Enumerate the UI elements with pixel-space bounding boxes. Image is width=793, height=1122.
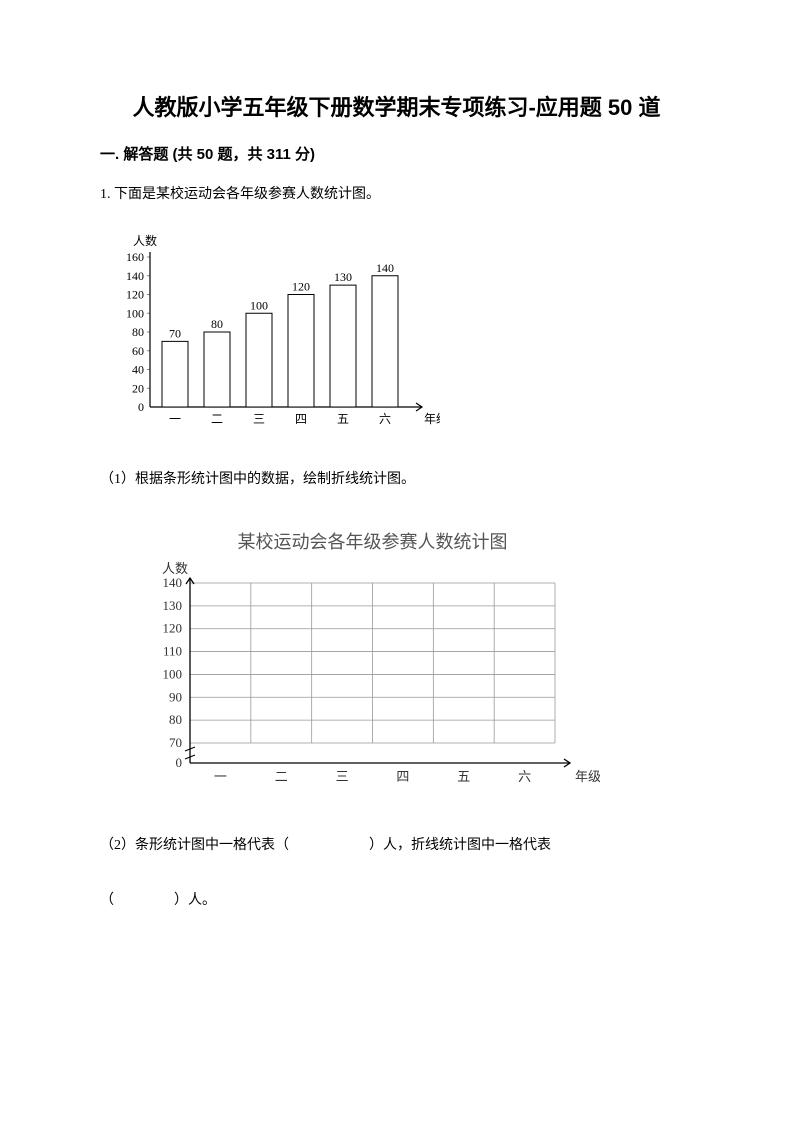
line-chart-grid: 某校运动会各年级参赛人数统计图人数 0 70 80 90 100 110 120 130 140 一… xyxy=(120,523,600,803)
svg-text:三: 三 xyxy=(253,412,265,426)
svg-text:80: 80 xyxy=(169,712,182,727)
svg-text:140: 140 xyxy=(126,269,144,283)
svg-text:100: 100 xyxy=(163,666,183,681)
sub-q2-mid: ）人，折线统计图中一格代表 xyxy=(369,838,551,853)
svg-text:80: 80 xyxy=(132,325,144,339)
section-header: 一. 解答题 (共 50 题，共 311 分) xyxy=(100,143,693,164)
svg-text:140: 140 xyxy=(376,261,394,275)
svg-text:120: 120 xyxy=(292,280,310,294)
svg-text:0: 0 xyxy=(138,400,144,414)
bar-chart: 人数 0 20 40 60 80 100 120 140 160 70 一 80 二 100 三 120 四 130… xyxy=(100,227,440,437)
svg-text:四: 四 xyxy=(396,769,409,784)
sub-question-1: （1）根据条形统计图中的数据，绘制折线统计图。 xyxy=(100,467,693,492)
svg-text:20: 20 xyxy=(132,382,144,396)
sub-q3-prefix: （ xyxy=(100,893,114,908)
svg-text:年级: 年级 xyxy=(424,412,440,426)
sub-question-2: （2）条形统计图中一格代表（ ）人，折线统计图中一格代表 xyxy=(100,833,693,858)
svg-text:120: 120 xyxy=(126,288,144,302)
svg-text:某校运动会各年级参赛人数统计图: 某校运动会各年级参赛人数统计图 xyxy=(238,532,508,552)
svg-text:100: 100 xyxy=(250,299,268,313)
svg-text:六: 六 xyxy=(379,412,391,426)
svg-text:六: 六 xyxy=(518,769,531,784)
line-chart-container: 某校运动会各年级参赛人数统计图人数 0 70 80 90 100 110 120 130 140 一… xyxy=(120,523,693,803)
svg-text:70: 70 xyxy=(169,735,182,750)
svg-text:年级: 年级 xyxy=(575,769,600,784)
svg-text:三: 三 xyxy=(336,769,349,784)
sub-question-3: （ ）人。 xyxy=(100,888,693,913)
bar-chart-container: 人数 0 20 40 60 80 100 120 140 160 70 一 80 二 100 三 120 四 130… xyxy=(100,227,693,437)
svg-text:70: 70 xyxy=(169,327,181,341)
svg-text:130: 130 xyxy=(163,597,183,612)
sub-q3-suffix: ）人。 xyxy=(174,893,216,908)
svg-text:一: 一 xyxy=(169,412,181,426)
svg-text:140: 140 xyxy=(163,575,183,590)
svg-text:120: 120 xyxy=(163,620,183,635)
svg-text:80: 80 xyxy=(211,317,223,331)
svg-text:五: 五 xyxy=(337,412,349,426)
svg-text:110: 110 xyxy=(163,643,182,658)
svg-text:100: 100 xyxy=(126,307,144,321)
svg-text:60: 60 xyxy=(132,344,144,358)
svg-text:二: 二 xyxy=(211,412,223,426)
svg-text:160: 160 xyxy=(126,250,144,264)
page-title: 人教版小学五年级下册数学期末专项练习-应用题 50 道 xyxy=(100,90,693,125)
svg-text:0: 0 xyxy=(176,755,183,770)
svg-text:四: 四 xyxy=(295,412,307,426)
svg-text:一: 一 xyxy=(214,769,227,784)
svg-text:人数: 人数 xyxy=(162,561,188,576)
svg-text:40: 40 xyxy=(132,363,144,377)
svg-text:二: 二 xyxy=(275,769,288,784)
svg-text:人数: 人数 xyxy=(133,233,157,248)
svg-text:五: 五 xyxy=(457,769,470,784)
sub-q2-prefix: （2）条形统计图中一格代表（ xyxy=(100,838,289,853)
question-1-text: 1. 下面是某校运动会各年级参赛人数统计图。 xyxy=(100,182,693,207)
svg-text:90: 90 xyxy=(169,689,182,704)
svg-text:130: 130 xyxy=(334,271,352,285)
